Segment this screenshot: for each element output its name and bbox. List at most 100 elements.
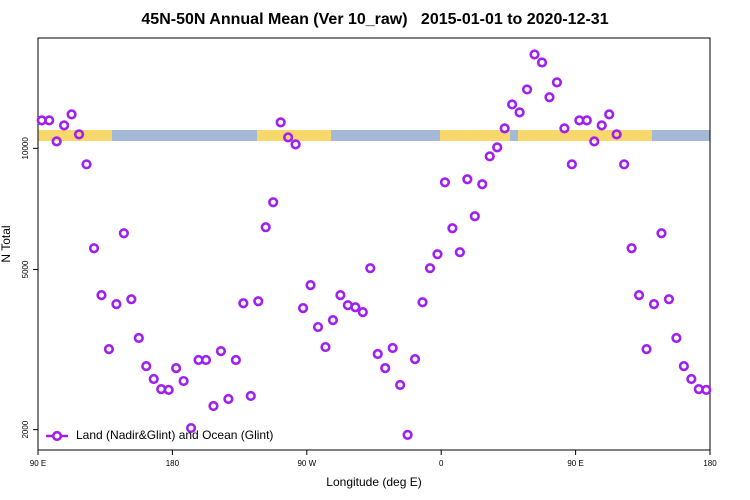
point — [536, 57, 548, 68]
point — [96, 290, 107, 301]
point — [268, 197, 279, 208]
point — [395, 379, 406, 391]
point — [260, 222, 271, 233]
point — [641, 344, 652, 355]
point — [701, 384, 712, 395]
y-tick-label: 10000 — [21, 137, 30, 160]
point — [118, 228, 129, 239]
point — [245, 390, 256, 402]
point — [544, 92, 555, 103]
point — [469, 211, 480, 222]
point — [402, 429, 413, 440]
point — [529, 49, 540, 60]
y-axis-label: N Total — [0, 225, 13, 262]
x-tick-label: 90 W — [297, 459, 316, 468]
point — [626, 243, 637, 254]
point — [59, 120, 70, 131]
point — [387, 342, 398, 354]
x-tick-label: 180 — [703, 459, 717, 468]
point — [215, 346, 227, 357]
point — [477, 179, 488, 190]
point — [238, 298, 249, 309]
point — [432, 249, 443, 260]
point — [365, 263, 376, 274]
land-band — [257, 130, 331, 141]
x-tick-label: 90 E — [30, 459, 46, 468]
point — [223, 393, 234, 405]
point — [462, 174, 473, 185]
point — [604, 109, 615, 120]
land-ocean-strip — [38, 130, 710, 141]
point — [372, 348, 383, 360]
point — [111, 299, 122, 310]
ocean-band — [38, 130, 710, 141]
point — [141, 360, 152, 372]
chart-title: 45N-50N Annual Mean (Ver 10_raw) 2015-01… — [141, 11, 608, 28]
point — [327, 315, 339, 326]
point — [73, 129, 85, 140]
point — [551, 77, 563, 88]
point — [81, 159, 92, 170]
point — [619, 159, 630, 170]
point — [297, 302, 309, 314]
point — [208, 400, 219, 412]
point — [611, 129, 622, 140]
legend-marker — [51, 430, 63, 442]
point — [686, 373, 697, 385]
point — [633, 290, 645, 301]
point — [380, 362, 391, 374]
point — [320, 341, 331, 353]
point — [305, 280, 316, 291]
y-tick-label: 2000 — [21, 420, 30, 438]
point — [417, 297, 428, 308]
point — [103, 344, 115, 355]
point — [148, 373, 159, 385]
land-band — [518, 130, 652, 141]
point — [66, 109, 77, 120]
point — [290, 139, 301, 150]
point — [514, 107, 525, 118]
legend-label: Land (Nadir&Glint) and Ocean (Glint) — [76, 428, 273, 442]
point — [44, 115, 55, 126]
point — [335, 290, 346, 301]
point — [185, 422, 197, 434]
point — [312, 321, 324, 333]
point — [275, 117, 286, 128]
point — [350, 302, 361, 313]
point — [178, 375, 189, 387]
point — [447, 223, 458, 234]
x-tick-label: 180 — [166, 459, 180, 468]
point — [596, 120, 607, 131]
point — [656, 228, 667, 239]
land-band — [440, 130, 510, 141]
point — [671, 332, 682, 344]
point — [581, 115, 592, 126]
x-tick-label: 0 — [439, 459, 444, 468]
x-axis-label: Longitude (deg E) — [326, 475, 421, 489]
point — [200, 354, 212, 366]
point — [648, 299, 660, 310]
point — [663, 294, 675, 305]
point — [88, 243, 100, 254]
point — [283, 132, 294, 143]
point — [51, 136, 62, 147]
point — [499, 123, 510, 134]
point — [678, 360, 689, 372]
point — [357, 307, 368, 318]
point — [230, 354, 241, 366]
point — [521, 84, 533, 95]
y-tick-label: 5000 — [21, 260, 30, 278]
point — [439, 177, 451, 188]
point — [163, 384, 174, 395]
point — [409, 354, 421, 365]
point — [126, 294, 137, 305]
point — [253, 296, 264, 307]
x-tick-label: 90 E — [567, 459, 583, 468]
point — [507, 99, 518, 110]
point — [133, 332, 144, 344]
point — [566, 159, 577, 170]
point — [484, 151, 495, 162]
point — [559, 123, 570, 134]
